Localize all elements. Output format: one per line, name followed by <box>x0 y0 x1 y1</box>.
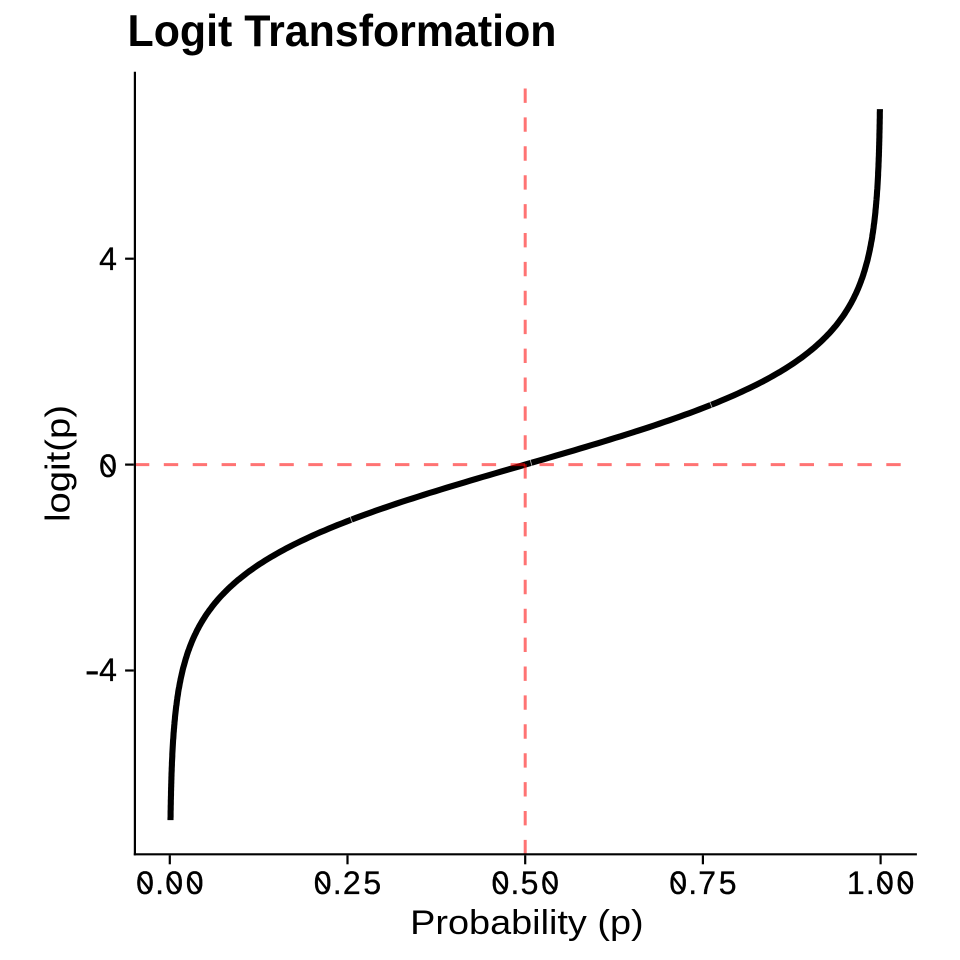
svg-text:.: . <box>333 865 342 901</box>
svg-text:logit(p): logit(p) <box>40 405 78 522</box>
svg-text:.: . <box>866 865 875 901</box>
svg-text:5: 5 <box>521 865 539 901</box>
svg-text:5: 5 <box>719 865 737 901</box>
svg-text:.: . <box>511 865 520 901</box>
svg-text:.: . <box>155 865 164 901</box>
svg-text:Probability (p): Probability (p) <box>410 904 644 942</box>
svg-text:1: 1 <box>847 865 865 901</box>
svg-text:.: . <box>688 865 697 901</box>
svg-text:7: 7 <box>698 865 716 901</box>
svg-text:4: 4 <box>99 241 117 277</box>
svg-text:4: 4 <box>99 652 117 688</box>
svg-text:Logit Transformation: Logit Transformation <box>128 7 557 56</box>
svg-text:2: 2 <box>343 865 361 901</box>
svg-text:5: 5 <box>363 865 381 901</box>
